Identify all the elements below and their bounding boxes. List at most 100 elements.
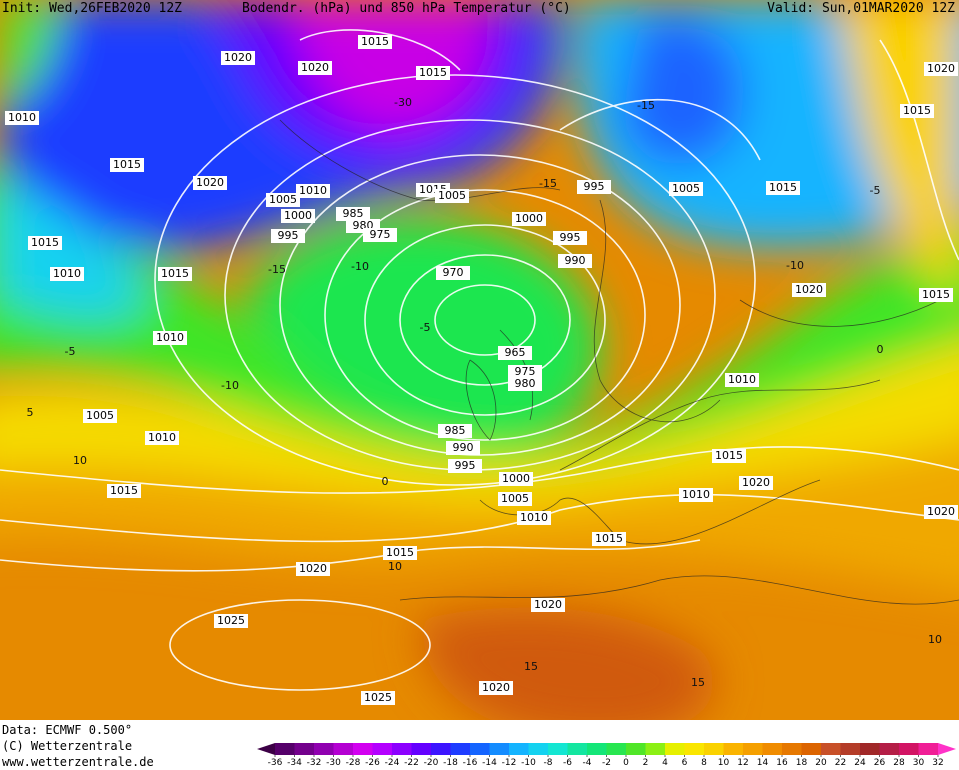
colorbar-tick-label: 24	[854, 758, 866, 768]
isobar-label-box	[669, 182, 703, 196]
copyright: (C) Wetterzentrale	[2, 739, 132, 753]
colorbar-tick-label: 6	[682, 758, 688, 768]
isobar-label: 1015	[110, 484, 138, 497]
isobar-label-box	[296, 562, 330, 576]
isobar-label-box	[298, 61, 332, 75]
isobar-label-box	[296, 184, 330, 198]
isobar-label: 975	[515, 365, 536, 378]
isobar-label: 1015	[361, 35, 389, 48]
colorbar-segment	[801, 743, 822, 755]
isobar-label: 1025	[217, 614, 245, 627]
temperature-label: 15	[691, 676, 705, 689]
isobar-label-box	[336, 207, 370, 221]
isobar-label: 1020	[299, 562, 327, 575]
colorbar-tick-label: 32	[932, 758, 943, 768]
colorbar-segment	[470, 743, 490, 755]
isobar-label-box	[924, 62, 958, 76]
isobar-label: 1010	[728, 373, 756, 386]
temperature-label: 10	[928, 633, 942, 646]
isobar-label-box	[438, 424, 472, 438]
colorbar-tick-label: 22	[835, 758, 846, 768]
temperature-label: 0	[382, 475, 389, 488]
isobar-label: 1000	[515, 212, 543, 225]
temperature-label: -5	[65, 345, 76, 358]
isobar-label: 1020	[927, 505, 955, 518]
colorbar-segment	[762, 743, 783, 755]
colorbar-segment	[372, 743, 393, 755]
temperature-label: -30	[394, 96, 412, 109]
colorbar-tick-label: 26	[874, 758, 886, 768]
isobar-label-box	[214, 614, 248, 628]
colorbar-segment	[821, 743, 841, 755]
colorbar-tick-label: -2	[602, 758, 611, 768]
isobar-label: 985	[343, 207, 364, 220]
colorbar-segment	[645, 743, 666, 755]
isobar-label: 1015	[769, 181, 797, 194]
isobar-label-box	[281, 209, 315, 223]
isobar-label-box	[50, 267, 84, 281]
isobar-label: 1010	[156, 331, 184, 344]
isobar-label: 1020	[927, 62, 955, 75]
isobar-label-box	[363, 228, 397, 242]
temperature-label: -10	[221, 379, 239, 392]
colorbar-segment	[392, 743, 412, 755]
colorbar-segment	[450, 743, 471, 755]
isobar-label-box	[553, 231, 587, 245]
isobar-label-box	[107, 484, 141, 498]
isobar-label-box	[679, 488, 713, 502]
isobar-label: 1020	[301, 61, 329, 74]
colorbar-tick-label: 20	[815, 758, 827, 768]
isobar-label: 1005	[501, 492, 529, 505]
isobar-label: 1015	[419, 66, 447, 79]
isobar-label: 1015	[31, 236, 59, 249]
isobar-label: 995	[560, 231, 581, 244]
isobar-label-box	[558, 254, 592, 268]
colorbar-segment	[509, 743, 529, 755]
colorbar-segment	[275, 743, 295, 755]
init-time: Init: Wed,26FEB2020 12Z	[2, 1, 182, 16]
isobar-label-box	[5, 111, 39, 125]
temperature-label: 10	[73, 454, 87, 467]
valid-time: Valid: Sun,01MAR2020 12Z	[767, 1, 955, 16]
colorbar-segment	[489, 743, 510, 755]
isobar-label-box	[592, 532, 626, 546]
colorbar-tick-label: 12	[737, 758, 748, 768]
isobar-label: 1020	[224, 51, 252, 64]
colorbar-segment	[860, 743, 880, 755]
temperature-label: -15	[268, 263, 286, 276]
temperature-label: 15	[524, 660, 538, 673]
isobar-label: 1015	[595, 532, 623, 545]
isobar-label: 1010	[299, 184, 327, 197]
colorbar-tick-label: -26	[365, 758, 380, 768]
isobar-label-box	[436, 266, 470, 280]
isobar-label: 1015	[386, 546, 414, 559]
isobar-label-box	[266, 193, 300, 207]
isobar-label: 1010	[520, 511, 548, 524]
isobar-label: 1005	[269, 193, 297, 206]
isobar-label-box	[221, 51, 255, 65]
isobar-label: 1015	[922, 288, 950, 301]
isobar-label: 965	[505, 346, 526, 359]
isobar-label-box	[919, 288, 953, 302]
colorbar-segment	[899, 743, 919, 755]
isobar-label-box	[28, 236, 62, 250]
colorbar-tick-label: 16	[776, 758, 788, 768]
colorbar-tick-label: 2	[643, 758, 649, 768]
isobar-label-box	[792, 283, 826, 297]
colorbar-segment	[587, 743, 607, 755]
temperature-label: -15	[637, 99, 655, 112]
isobar-label: 970	[443, 266, 464, 279]
isobar-label-box	[739, 476, 773, 490]
isobar-label-box	[158, 267, 192, 281]
colorbar-segment	[431, 743, 451, 755]
colorbar-segment	[548, 743, 568, 755]
temperature-label: 5	[27, 406, 34, 419]
colorbar-tick-label: 10	[718, 758, 730, 768]
temperature-label: -15	[539, 177, 557, 190]
isobar-label-box	[446, 441, 480, 455]
isobar-label-box	[712, 449, 746, 463]
isobar-label: 1000	[502, 472, 530, 485]
isobar-label-box	[110, 158, 144, 172]
